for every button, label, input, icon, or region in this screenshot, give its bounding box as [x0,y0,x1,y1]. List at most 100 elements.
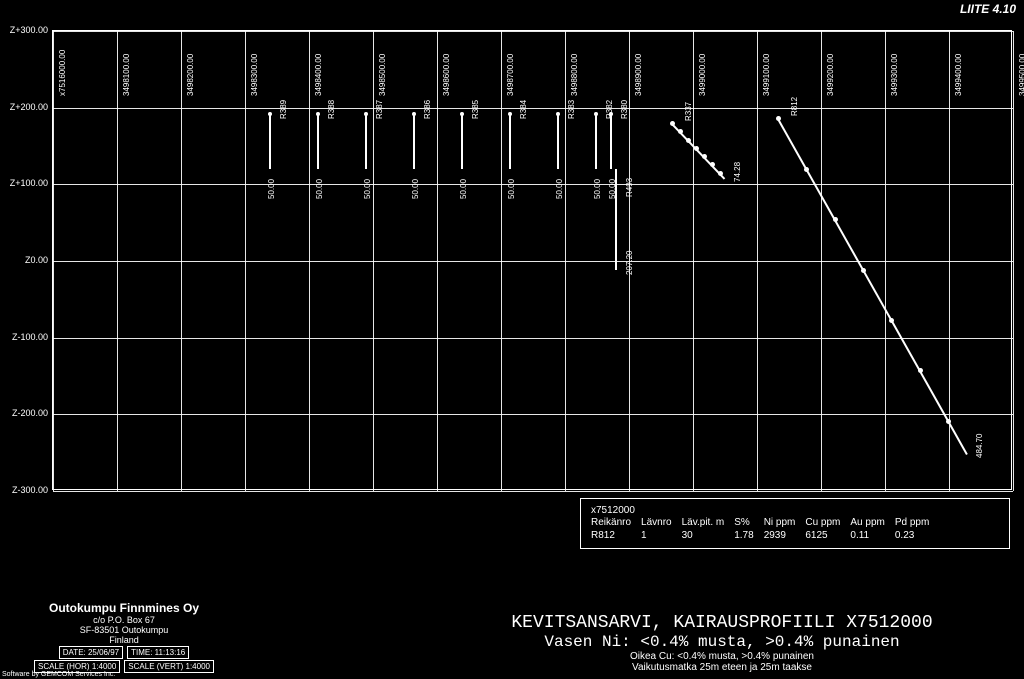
gridline-v [1013,31,1014,491]
sample-point-icon [804,167,809,172]
drill-hole [317,114,319,169]
gridline-v [885,31,886,491]
x-axis-label: 3499500.00 [1018,54,1024,96]
y-axis-label: Z-200.00 [0,408,48,418]
assay-table: ReikänroLävnroLäv.pit. mS%Ni ppmCu ppmAu… [591,516,939,542]
table-data-cell: 2939 [764,529,806,542]
x-axis-label: 3498600.00 [442,54,451,96]
hole-depth-label: 484.70 [975,434,984,458]
gridline-v [693,31,694,491]
x-axis-label: 3499100.00 [762,54,771,96]
table-data-cell: 30 [682,529,735,542]
gridline-h [53,184,1013,185]
sample-point-icon [718,171,723,176]
hole-id-label: R380 [620,100,629,119]
sample-point-icon [861,268,866,273]
hole-depth-label: 50.00 [411,179,420,199]
table-header-cell: Cu ppm [805,516,850,529]
hole-id-label: R383 [567,100,576,119]
drill-hole [595,114,597,169]
table-header-cell: Ni ppm [764,516,806,529]
gridline-v [565,31,566,491]
sample-point-icon [702,154,707,159]
hole-collar-icon [460,112,464,116]
hole-id-label: R389 [279,100,288,119]
gridline-h [53,261,1013,262]
hole-depth-label: 50.00 [507,179,516,199]
y-axis-label: Z+200.00 [0,102,48,112]
drill-hole [610,114,612,169]
drill-hole-long [615,169,617,270]
x-axis-label: 3498100.00 [122,54,131,96]
title-sub1: Vasen Ni: <0.4% musta, >0.4% punainen [430,633,1014,651]
x-axis-label: 3498800.00 [570,54,579,96]
table-header-cell: Au ppm [850,516,894,529]
company-address-2: SF-83501 Outokumpu [14,625,234,635]
hole-id-label: R385 [471,100,480,119]
hole-collar-icon [508,112,512,116]
hole-id-label: R388 [327,100,336,119]
appendix-label: LIITE 4.10 [960,2,1016,16]
time-box: TIME: 11:13:16 [127,646,189,659]
hole-id-label: R384 [519,100,528,119]
table-data-cell: R812 [591,529,641,542]
hole-depth-label: 50.00 [363,179,372,199]
data-table: x7512000 ReikänroLävnroLäv.pit. mS%Ni pp… [580,498,1010,549]
sample-point-icon [686,138,691,143]
page-root: LIITE 4.10 x7516000.003498100.003498200.… [0,0,1024,679]
x-axis-label: 3499300.00 [890,54,899,96]
table-data-cell: 6125 [805,529,850,542]
company-address-1: c/o P.O. Box 67 [14,615,234,625]
gridline-h [53,108,1013,109]
hole-depth-label: 207.20 [625,251,634,275]
gridline-v [501,31,502,491]
table-data-cell: 0.23 [895,529,939,542]
y-axis-label: Z+100.00 [0,178,48,188]
hole-depth-label: 50.00 [555,179,564,199]
table-header-cell: Läv.pit. m [682,516,735,529]
y-axis-label: Z-100.00 [0,332,48,342]
sample-point-icon [918,368,923,373]
table-header-cell: Lävnro [641,516,682,529]
software-credit: Software by GEMCOM Services Inc. [2,671,115,678]
drill-hole [269,114,271,169]
hole-id-label: R493 [625,178,634,197]
scale-vert-box: SCALE (VERT) 1:4000 [124,660,214,673]
hole-collar-icon [556,112,560,116]
drill-hole [365,114,367,169]
gridline-h [53,31,1013,32]
hole-depth-label: 74.28 [733,162,742,182]
hole-collar-icon [316,112,320,116]
title-main: KEVITSANSARVI, KAIRAUSPROFIILI X7512000 [430,613,1014,633]
table-header-cell: S% [734,516,763,529]
gridline-v [757,31,758,491]
x-axis-label: 3499200.00 [826,54,835,96]
company-name: Outokumpu Finnmines Oy [14,601,234,615]
plot-area: x7516000.003498100.003498200.003498300.0… [52,30,1012,490]
company-address-3: Finland [14,635,234,645]
footer-metadata: Outokumpu Finnmines Oy c/o P.O. Box 67 S… [14,601,234,673]
gridline-v [53,31,54,491]
drill-hole [461,114,463,169]
hole-depth-label: 50.00 [593,179,602,199]
title-block: KEVITSANSARVI, KAIRAUSPROFIILI X7512000 … [430,613,1014,673]
x-axis-label: 3498200.00 [186,54,195,96]
hole-id-label: R386 [423,100,432,119]
gridline-v [117,31,118,491]
x-axis-label: 3498500.00 [378,54,387,96]
x-axis-label: 3498400.00 [314,54,323,96]
y-axis-label: Z0.00 [0,255,48,265]
table-header-cell: Pd ppm [895,516,939,529]
hole-id-label: R337 [684,102,693,121]
table-data-cell: 1.78 [734,529,763,542]
gridline-v [373,31,374,491]
sample-point-icon [946,419,951,424]
x-axis-label: 3499400.00 [954,54,963,96]
date-box: DATE: 25/06/97 [59,646,123,659]
drill-hole [413,114,415,169]
drill-hole [557,114,559,169]
gridline-h [53,338,1013,339]
hole-collar-icon [364,112,368,116]
hole-collar-icon [609,112,613,116]
x-axis-label: 3498300.00 [250,54,259,96]
